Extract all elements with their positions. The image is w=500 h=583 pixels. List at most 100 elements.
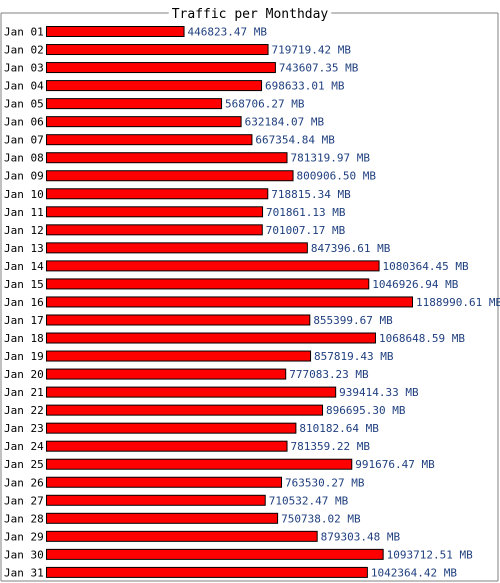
- bar-row: Jan 14 1080364.45 MB: [4, 260, 469, 273]
- value-label: 847396.61 MB: [311, 242, 391, 255]
- bar: [46, 530, 318, 542]
- value-label: 698633.01 MB: [265, 80, 345, 93]
- category-label: Jan 07: [4, 134, 44, 147]
- bar: [46, 116, 242, 128]
- bar: [46, 188, 269, 200]
- category-label: Jan 28: [4, 512, 44, 525]
- bar: [46, 422, 297, 434]
- bar: [46, 278, 370, 290]
- bar: [46, 224, 263, 236]
- bar: [46, 350, 312, 362]
- value-label: 777083.23 MB: [289, 368, 369, 381]
- bar-row: Jan 21 939414.33 MB: [4, 386, 419, 399]
- bar-row: Jan 15 1046926.94 MB: [4, 278, 459, 291]
- bar: [46, 314, 311, 326]
- category-label: Jan 14: [4, 260, 44, 273]
- bar: [46, 62, 276, 74]
- category-label: Jan 24: [4, 440, 44, 453]
- category-label: Jan 15: [4, 278, 44, 291]
- bar: [46, 494, 266, 506]
- value-label: 781359.22 MB: [291, 440, 371, 453]
- value-label: 991676.47 MB: [355, 458, 435, 471]
- category-label: Jan 26: [4, 476, 44, 489]
- bar: [46, 296, 413, 308]
- value-label: 1046926.94 MB: [372, 278, 458, 291]
- category-label: Jan 01: [4, 26, 44, 39]
- bar-row: Jan 12 701007.17 MB: [4, 224, 346, 237]
- value-label: 701861.13 MB: [266, 206, 346, 219]
- bar: [46, 566, 368, 578]
- value-label: 743607.35 MB: [279, 62, 359, 75]
- bar-row: Jan 26 763530.27 MB: [4, 476, 365, 489]
- category-label: Jan 27: [4, 494, 44, 507]
- bar: [46, 170, 294, 182]
- bar-row: Jan 05 568706.27 MB: [4, 98, 305, 111]
- value-label: 1042364.42 MB: [371, 566, 457, 579]
- bar: [46, 458, 353, 470]
- bar: [46, 260, 380, 272]
- category-label: Jan 12: [4, 224, 44, 237]
- bar-row: Jan 13 847396.61 MB: [4, 242, 391, 255]
- category-label: Jan 06: [4, 116, 44, 129]
- category-label: Jan 22: [4, 404, 44, 417]
- bar-row: Jan 16 1188990.61 MB: [4, 296, 500, 309]
- bar: [46, 332, 376, 344]
- category-label: Jan 09: [4, 170, 44, 183]
- bar: [46, 152, 288, 164]
- bar: [46, 404, 324, 416]
- category-label: Jan 11: [4, 206, 44, 219]
- category-label: Jan 31: [4, 566, 44, 579]
- value-label: 855399.67 MB: [313, 314, 393, 327]
- category-label: Jan 10: [4, 188, 44, 201]
- chart-title: Traffic per Monthday: [172, 7, 329, 22]
- bar-row: Jan 09 800906.50 MB: [4, 170, 376, 183]
- value-label: 810182.64 MB: [299, 422, 379, 435]
- category-label: Jan 02: [4, 44, 44, 57]
- value-label: 719719.42 MB: [272, 44, 352, 57]
- bar-row: Jan 07 667354.84 MB: [4, 134, 335, 147]
- bar-row: Jan 04 698633.01 MB: [4, 80, 345, 93]
- value-label: 1188990.61 MB: [416, 296, 500, 309]
- bar: [46, 206, 264, 218]
- value-label: 1068648.59 MB: [379, 332, 465, 345]
- value-label: 857819.43 MB: [314, 350, 394, 363]
- bar: [46, 368, 287, 380]
- value-label: 879303.48 MB: [321, 530, 401, 543]
- value-label: 701007.17 MB: [266, 224, 346, 237]
- bar: [46, 44, 269, 56]
- category-label: Jan 29: [4, 530, 44, 543]
- bar-row: Jan 08 781319.97 MB: [4, 152, 370, 165]
- bar: [46, 512, 279, 524]
- value-label: 1080364.45 MB: [383, 260, 469, 273]
- value-label: 800906.50 MB: [297, 170, 377, 183]
- bar-row: Jan 03 743607.35 MB: [4, 62, 359, 75]
- bar-row: Jan 29 879303.48 MB: [4, 530, 401, 543]
- bar: [46, 80, 263, 92]
- bar-row: Jan 10 718815.34 MB: [4, 188, 351, 201]
- bar-row: Jan 25 991676.47 MB: [4, 458, 435, 471]
- value-label: 896695.30 MB: [326, 404, 406, 417]
- value-label: 1093712.51 MB: [387, 548, 473, 561]
- value-label: 718815.34 MB: [271, 188, 351, 201]
- bar: [46, 134, 253, 146]
- value-label: 632184.07 MB: [245, 116, 325, 129]
- category-label: Jan 19: [4, 350, 44, 363]
- category-label: Jan 04: [4, 80, 44, 93]
- bar-row: Jan 31 1042364.42 MB: [4, 566, 457, 579]
- category-label: Jan 13: [4, 242, 44, 255]
- chart-frame: [0, 12, 499, 582]
- category-label: Jan 23: [4, 422, 44, 435]
- bar-row: Jan 02 719719.42 MB: [4, 44, 351, 57]
- value-label: 710532.47 MB: [269, 494, 349, 507]
- bar-row: Jan 20 777083.23 MB: [4, 368, 369, 381]
- bar-row: Jan 17 855399.67 MB: [4, 314, 393, 327]
- value-label: 667354.84 MB: [255, 134, 335, 147]
- value-label: 781319.97 MB: [291, 152, 371, 165]
- value-label: 939414.33 MB: [339, 386, 419, 399]
- bar: [46, 242, 308, 254]
- category-label: Jan 25: [4, 458, 44, 471]
- bar: [46, 440, 288, 452]
